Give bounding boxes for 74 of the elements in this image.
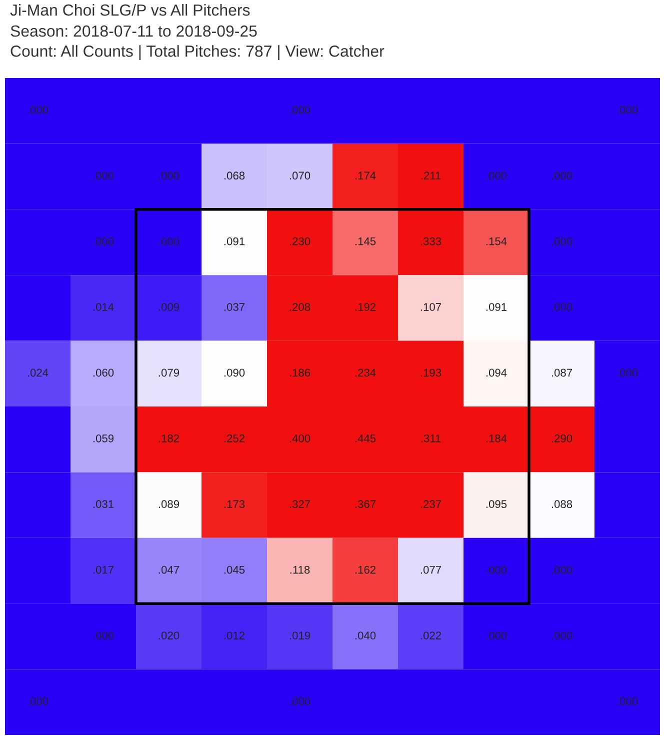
data-label: .000 [617,368,638,377]
chart-subtitle: Season: 2018-07-11 to 2018-09-25 Count: All Counts | Total Pitches: 787 | View: Catcher [10,25,384,60]
data-label: .022 [420,632,442,640]
data-label: .045 [224,566,245,574]
data-label: .000 [93,172,114,180]
data-label: .019 [290,632,310,640]
data-label: .000 [93,237,114,246]
data-label: .020 [158,632,180,640]
chart-title: Ji-Man Choi SLG/P vs All Pitchers [10,4,250,16]
data-label: .237 [420,500,442,508]
data-label: .208 [290,303,310,311]
data-label: .186 [290,368,310,377]
data-label: .184 [486,434,507,442]
data-label: .174 [355,172,376,180]
data-label: .118 [290,566,310,574]
data-label: .091 [224,237,245,246]
data-label: .154 [486,237,507,246]
data-label: .000 [158,237,180,246]
data-label: .000 [552,237,572,246]
data-label: .000 [486,566,507,574]
data-label: .162 [355,566,376,574]
data-label: .311 [421,434,441,442]
data-label: .000 [28,697,48,706]
data-label: .089 [158,500,180,508]
data-label: .173 [224,500,245,508]
data-label: .040 [355,632,376,640]
data-label: .037 [224,303,245,311]
data-label: .090 [224,368,245,377]
data-label: .014 [93,303,114,311]
data-label: .000 [28,106,48,114]
data-label: .088 [552,500,572,508]
data-label: .060 [93,368,114,377]
data-label: .059 [93,434,114,442]
data-label: .182 [158,434,180,442]
data-label: .095 [486,500,507,508]
data-label: .193 [420,368,442,377]
data-label: .024 [28,368,48,377]
data-label: .000 [552,566,572,574]
data-label: .333 [420,237,442,246]
data-label: .211 [421,172,441,180]
data-label: .000 [93,632,114,640]
data-label: .047 [158,566,180,574]
data-label: .079 [158,368,180,377]
data-label: .192 [355,303,376,311]
data-label: .230 [290,237,310,246]
data-label: .400 [290,434,310,442]
data-label: .017 [93,566,114,574]
data-label: .000 [486,172,507,180]
data-label: .077 [420,566,442,574]
data-label: .000 [617,106,638,114]
data-label: .012 [224,632,245,640]
data-label: .367 [355,500,376,508]
data-label: .000 [552,172,572,180]
data-label: .009 [158,303,180,311]
data-label: .000 [290,106,310,114]
data-label: .327 [290,500,310,508]
data-label: .000 [158,172,180,180]
data-label: .445 [355,434,376,442]
data-label: .000 [617,697,638,706]
data-label: .252 [224,434,245,442]
data-label: .000 [552,303,572,311]
data-label: .087 [552,368,572,377]
data-label: .107 [420,303,442,311]
data-label: .145 [355,237,376,246]
data-label: .068 [224,172,245,180]
data-label: .290 [552,434,572,442]
data-label: .000 [552,632,572,640]
data-label: .000 [290,697,310,706]
data-label: .031 [93,500,114,508]
data-label: .094 [486,368,507,377]
data-label: .000 [486,632,507,640]
data-label: .070 [290,172,310,180]
data-label: .091 [486,303,507,311]
data-label: .234 [355,368,376,377]
